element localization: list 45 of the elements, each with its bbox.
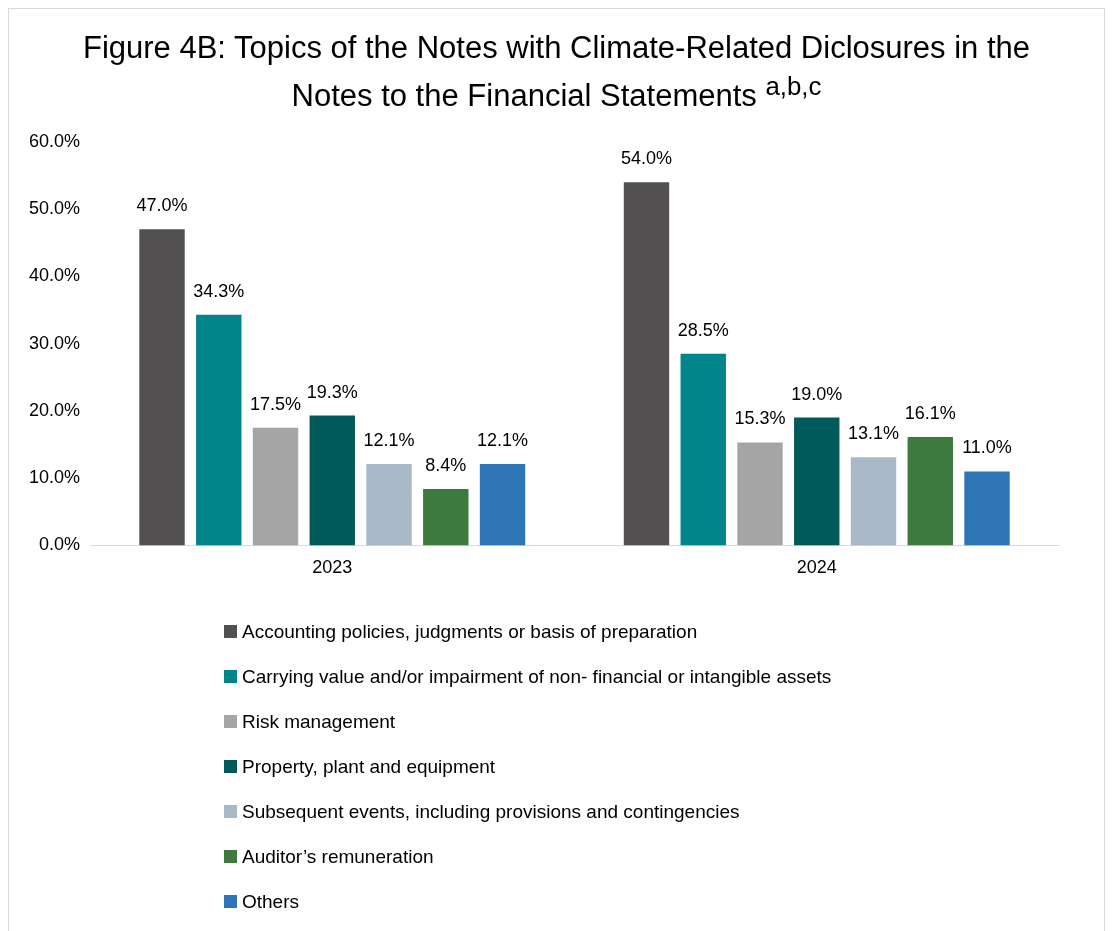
data-label: 47.0% [136,195,188,216]
data-label: 17.5% [250,393,302,414]
data-label: 13.1% [847,423,900,444]
bar [423,489,469,546]
data-label: 12.1% [477,430,529,451]
bar [964,471,1010,546]
y-tick-label: 40.0% [28,265,81,286]
data-label: 34.3% [193,280,245,301]
bar [139,229,185,546]
legend-label: Risk management [242,710,396,733]
y-tick-label: 30.0% [28,332,81,353]
data-label: 15.3% [734,408,786,429]
data-label: 16.1% [904,403,956,424]
y-tick-label: 10.0% [28,467,81,488]
y-tick-label: 20.0% [28,400,81,421]
y-tick-label: 60.0% [28,131,81,152]
legend-label: Subsequent events, including provisions and contingencies [242,800,740,823]
x-tick-label: 2024 [796,557,837,578]
bar [850,457,897,546]
bar [794,417,840,546]
legend-label: Property, plant and equipment [242,755,496,778]
data-label: 8.4% [425,455,467,476]
bar [907,437,953,546]
legend-label: Carrying value and/or impairment of non- financial or intangible assets [242,665,832,688]
bar [366,464,412,546]
y-tick-label: 0.0% [39,534,81,555]
legend-label: Auditor’s remuneration [242,845,434,868]
legend-label: Others [242,890,300,913]
bar [252,428,299,546]
bar [309,415,355,546]
chart-title: Figure 4B: Topics of the Notes with Climate-Related Diclosures in the Notes to the Financial Statements $^{a,b,c}$ [81,29,1032,116]
bar [680,354,726,546]
data-label: 19.3% [306,381,358,402]
bar [196,315,242,546]
bar [737,442,783,546]
bar [623,182,670,546]
data-label: 11.0% [962,437,1012,458]
bar [479,464,526,546]
y-tick-label: 50.0% [28,198,81,219]
data-label: 54.0% [620,148,673,169]
data-label: 19.0% [791,383,843,404]
legend-label: Accounting policies, judgments or basis of preparation [242,620,698,643]
x-tick-label: 2023 [312,557,353,578]
data-label: 12.1% [363,430,415,451]
data-label: 28.5% [677,319,729,340]
